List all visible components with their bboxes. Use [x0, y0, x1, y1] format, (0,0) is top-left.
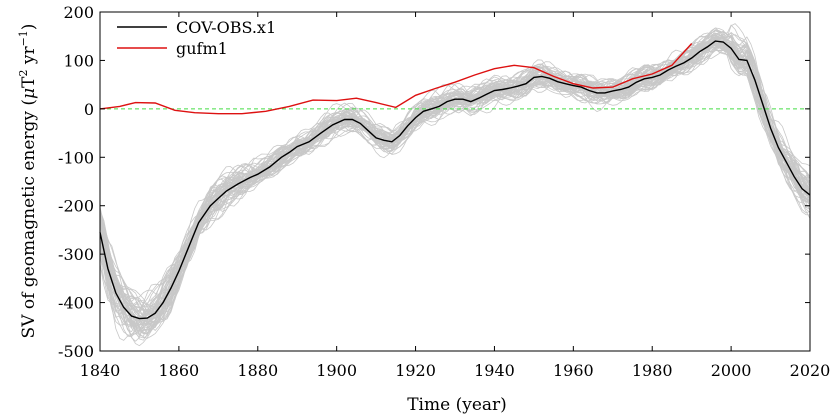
ensemble-member-line [99, 31, 811, 318]
x-tick-label: 1840 [80, 361, 121, 380]
y-tick-label: -300 [58, 245, 94, 264]
ensemble-member-line [99, 41, 811, 339]
ensemble-member-line [99, 44, 811, 328]
ensemble-member-line [99, 42, 811, 331]
ensemble-member-line [99, 43, 811, 342]
x-tick-label: 2020 [790, 361, 831, 380]
ensemble-member-line [99, 24, 811, 299]
ensemble-member-line [99, 31, 811, 309]
ensemble-member-line [99, 40, 811, 332]
ensemble-member-line [99, 44, 811, 336]
x-tick-label: 1920 [395, 361, 436, 380]
ensemble-member-line [99, 34, 811, 321]
ensemble-member-line [99, 29, 811, 326]
ensemble-member-line [99, 30, 811, 312]
x-tick-label: 1860 [159, 361, 200, 380]
x-tick-label: 1960 [553, 361, 594, 380]
ensemble-member-line [99, 39, 811, 329]
axis-ticks: 1840 1860 1880 1900 1920 1940 1960 1980 2000 2020… [58, 3, 830, 380]
legend: COV-OBS.x1 gufm1 [117, 18, 276, 58]
ensemble-member-line [99, 37, 811, 322]
ensemble-member-line [99, 43, 811, 328]
ensemble-member-line [99, 27, 811, 313]
ensemble-member-line [99, 43, 811, 329]
ensemble-member-line [99, 35, 811, 307]
legend-label-gufm1: gufm1 [176, 39, 228, 58]
ensemble-member-line [99, 43, 811, 327]
ensemble-lines [99, 23, 811, 347]
x-tick-label: 1900 [316, 361, 357, 380]
series-line-cov-obs-x1 [99, 40, 811, 320]
ensemble-member-line [99, 43, 811, 326]
ensemble-member-line [99, 34, 811, 323]
ensemble-member-line [99, 32, 811, 331]
ensemble-member-line [99, 32, 811, 321]
x-tick-label: 2000 [711, 361, 752, 380]
y-tick-label: 100 [63, 51, 94, 70]
series-line-gufm1 [99, 43, 693, 115]
series-lines [99, 40, 811, 320]
y-tick-label: -400 [58, 294, 94, 313]
ensemble-member-line [99, 27, 811, 325]
x-axis-label: Time (year) [407, 395, 507, 415]
x-tick-label: 1940 [474, 361, 515, 380]
ensemble-member-line [99, 33, 811, 319]
ensemble-member-line [99, 33, 811, 326]
ensemble-member-line [99, 35, 811, 327]
x-tick-label: 1880 [237, 361, 278, 380]
ensemble-member-line [99, 36, 811, 318]
y-tick-label: -100 [58, 148, 94, 167]
ensemble-member-line [99, 37, 811, 314]
ensemble-member-line [99, 42, 811, 341]
ensemble-member-line [99, 36, 811, 334]
plot-frame [99, 11, 811, 352]
y-tick-label: 200 [63, 3, 94, 22]
ensemble-member-line [99, 43, 811, 326]
ensemble-member-line [99, 37, 811, 323]
y-tick-label: -500 [58, 342, 94, 361]
y-tick-label: 0 [84, 100, 94, 119]
ensemble-member-line [99, 36, 811, 325]
ensemble-member-line [99, 32, 811, 320]
ensemble-member-line [99, 30, 811, 317]
ensemble-member-line [99, 35, 811, 315]
x-tick-label: 1980 [632, 361, 673, 380]
legend-label-cov-obs: COV-OBS.x1 [176, 18, 276, 37]
ensemble-member-line [99, 30, 811, 331]
y-tick-label: -200 [58, 197, 94, 216]
ensemble-member-line [99, 42, 811, 331]
ensemble-member-line [99, 37, 811, 326]
y-axis-label: SV of geomagnetic energy (μT2 yr−1) [17, 24, 39, 339]
ensemble-member-line [99, 23, 811, 313]
